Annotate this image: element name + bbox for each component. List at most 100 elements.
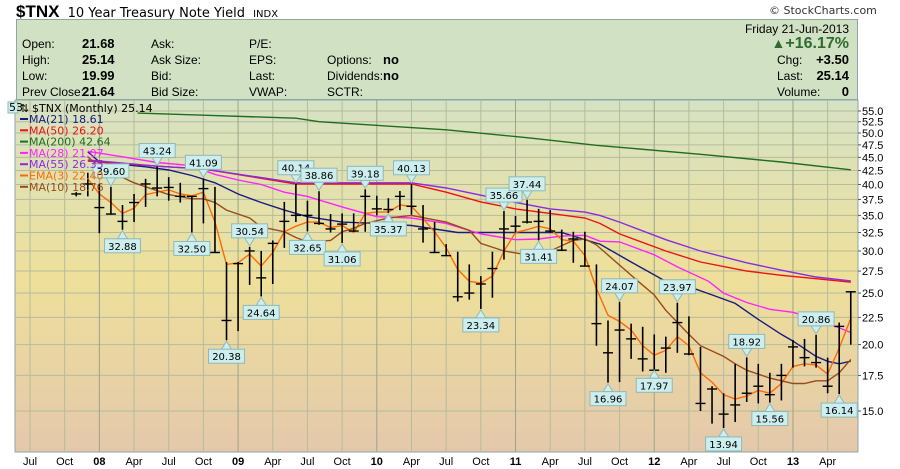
x-tick-label: Jul (578, 456, 592, 468)
label-text: 24.64 (247, 308, 276, 319)
price-bar (834, 322, 845, 395)
label-text: 35.37 (374, 225, 403, 236)
price-bar (822, 357, 833, 394)
price-bar (152, 166, 163, 197)
copyright[interactable]: © StockCharts.com (769, 4, 877, 17)
label-box (820, 402, 858, 418)
price-label: 31.41 (520, 240, 558, 264)
price-label: 20.38 (208, 340, 246, 364)
price-bar (244, 246, 255, 285)
legend-item: MA(55) 26.35 (29, 158, 104, 171)
price-bar (464, 264, 475, 300)
price-bar (683, 316, 694, 356)
price-bar (533, 208, 544, 241)
label-box (658, 279, 696, 295)
legend-title: $TNX (Monthly) 25.14 (32, 102, 153, 115)
price-label: 13.94 (705, 427, 743, 452)
quote-label: EPS: (249, 53, 277, 67)
price-bar (429, 222, 440, 254)
legend-item-value: 42.64 (76, 136, 111, 149)
label-box (300, 167, 338, 183)
label-text: 23.97 (663, 283, 692, 294)
x-tick-label: Jul (717, 456, 731, 468)
price-bar (614, 301, 625, 383)
label-box (288, 239, 326, 255)
quote-value: 25.14 (82, 52, 115, 67)
label-text: 39.60 (97, 167, 126, 178)
label-box (751, 411, 789, 427)
legend-item: MA(200) 42.64 (29, 136, 111, 149)
x-tick-label: Oct (472, 456, 489, 468)
legend-item: EMA(3) 22.40 (29, 170, 104, 183)
x-tick-label: Oct (611, 456, 628, 468)
y-tick-label: 37.5 (862, 194, 883, 206)
legend-item: MA(21) 18.61 (29, 113, 104, 126)
price-bar (753, 363, 764, 404)
price-bar (337, 213, 348, 243)
label-box (392, 160, 430, 176)
quote-label: VWAP: (249, 85, 288, 99)
label-box (508, 176, 546, 192)
quote-value: +3.50 (816, 52, 849, 67)
price-label: 35.66 (485, 187, 523, 211)
quote-label: Volume: (777, 85, 821, 99)
quote-value: no (383, 68, 399, 83)
legend-item-value: 22.40 (69, 170, 104, 183)
price-bar (198, 178, 209, 224)
price-bar (360, 189, 371, 232)
price-bar (175, 182, 186, 203)
label-text: 32.88 (108, 242, 137, 253)
price-bar (591, 264, 602, 346)
quote-label: Chg: (777, 53, 803, 67)
label-text: 35.66 (490, 191, 519, 202)
x-tick-label: 08 (93, 456, 105, 468)
up-triangle-icon: ▲ (771, 35, 786, 51)
y-tick-label: 22.5 (862, 312, 883, 324)
price-label: 41.09 (184, 154, 222, 179)
quote-panel: Friday 21-Jun-2013 ▲+16.17% Open: 21.68 As… (16, 19, 858, 100)
label-text: 16.96 (594, 395, 623, 406)
price-bar (117, 205, 128, 230)
price-bar (730, 363, 741, 423)
price-bar (82, 172, 93, 197)
legend-item-name: MA(21) (29, 113, 69, 126)
price-bar (510, 216, 521, 233)
price-label: 20.86 (797, 311, 835, 335)
label-text: 32.65 (293, 243, 322, 254)
y-tick-label: 15.0 (862, 406, 883, 418)
price-bar (452, 251, 463, 302)
quote-label: P/E: (249, 37, 272, 51)
price-bar (186, 195, 197, 233)
x-tick-label: Apr (125, 456, 142, 468)
label-text: 24.07 (605, 282, 634, 293)
label-text: 38.86 (305, 171, 334, 182)
label-text: 23.34 (467, 321, 496, 332)
price-bar (394, 190, 405, 211)
y-tick-label: 32.5 (862, 227, 883, 239)
quote-value: no (383, 52, 399, 67)
price-bar (256, 250, 267, 297)
legend-item-value: 26.20 (69, 124, 104, 137)
x-tick-label: Apr (819, 456, 836, 468)
price-label: 40.13 (392, 160, 430, 184)
price-label: 16.96 (589, 382, 627, 407)
label-text: 30.54 (235, 227, 264, 238)
price-bar (695, 346, 706, 412)
y-tick-label: 42.5 (862, 166, 883, 178)
price-bar (707, 386, 718, 424)
price-label: 30.54 (231, 223, 269, 247)
price-label: 23.97 (658, 279, 696, 303)
label-text: 15.56 (756, 415, 785, 426)
price-bar (140, 178, 151, 207)
x-tick-label: Jul (439, 456, 453, 468)
y-tick-label: 30.0 (862, 246, 883, 258)
quote-value: 0 (841, 84, 849, 99)
label-text: 20.38 (212, 352, 241, 363)
price-bar (129, 193, 140, 223)
y-tick-label: 45.0 (862, 152, 883, 164)
price-label: 32.65 (288, 231, 326, 255)
price-bar (637, 326, 648, 372)
label-text: 37.44 (513, 180, 542, 191)
price-bar (105, 186, 116, 215)
